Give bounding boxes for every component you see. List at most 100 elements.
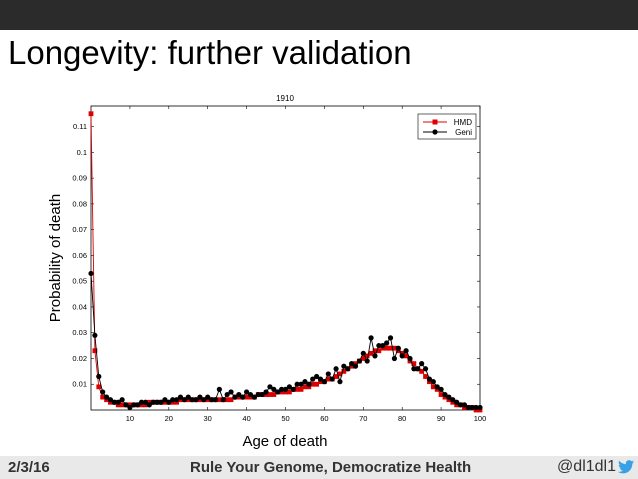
data-point-hmd [403,353,409,359]
legend-marker-hmd [432,119,438,125]
data-point-geni [240,394,246,400]
data-point-geni [442,391,448,398]
data-point-geni [158,399,164,405]
x-tick-label: 10 [126,414,134,423]
data-point-geni [131,402,137,408]
y-tick-label: 0.04 [72,302,87,311]
data-point-geni [212,397,219,403]
data-point-geni [337,379,343,385]
data-point-geni [372,353,378,359]
data-point-hmd [310,381,316,387]
y-tick-label: 0.02 [72,354,87,363]
data-point-geni [232,394,238,400]
footer-date: 2/3/16 [8,459,50,476]
footer-handle[interactable]: @dl1dl1 [557,458,616,475]
data-point-geni [380,342,386,349]
data-point-geni [216,386,222,392]
x-axis-label: Age of death [242,433,327,450]
data-point-geni [173,397,180,403]
data-point-geni [438,386,444,392]
data-point-geni [228,389,234,395]
data-point-hmd [333,374,339,379]
data-point-hmd [92,348,98,354]
data-point-geni [384,340,390,346]
x-tick-label: 40 [242,414,250,423]
data-point-geni [473,404,479,411]
data-point-hmd [216,397,222,403]
data-point-geni [399,353,405,359]
data-point-geni [244,389,250,395]
data-point-geni [465,404,471,411]
data-point-geni [376,342,382,349]
data-point-geni [138,399,145,405]
data-point-geni [251,394,257,400]
data-point-geni [236,391,242,398]
data-point-geni [224,391,230,398]
data-point-hmd [96,384,102,390]
legend-label-geni: Geni [455,128,472,137]
data-point-geni [368,335,374,341]
twitter-bird-icon [618,460,634,474]
data-point-geni [325,371,331,377]
data-point-geni [255,391,261,398]
data-point-geni [341,363,347,369]
data-point-geni [434,384,440,390]
data-point-geni [352,363,359,369]
data-point-hmd [88,111,94,117]
data-point-geni [364,358,370,364]
data-point-geni [220,397,226,403]
data-point-geni [391,355,398,362]
slide-title: Longevity: further validation [8,34,412,71]
chart: 1910 10 20 30 40 50 60 70 80 90 100 0.010.020.030… [47,94,487,450]
y-axis-label: Probability of death [47,194,64,322]
data-point-geni [88,270,94,277]
data-point-hmd [119,402,125,408]
x-tick-label: 90 [437,414,445,423]
data-point-geni [162,397,168,403]
data-point-geni [333,366,339,372]
data-point-hmd [271,392,277,397]
data-point-geni [123,402,129,408]
data-point-hmd [286,389,292,395]
x-tick-label: 30 [204,414,212,423]
data-point-geni [247,391,254,398]
data-point-hmd [294,386,300,392]
y-tick-label: 0.01 [72,380,87,389]
data-point-geni [298,381,304,387]
data-point-geni [181,397,187,403]
data-point-geni [356,358,363,364]
y-tick-label: 0.03 [72,328,87,337]
data-point-geni [419,361,425,367]
footer-title: Rule Your Genome, Democratize Health [190,459,472,476]
data-point-geni [430,379,436,385]
data-point-hmd [298,386,304,392]
x-tick-label: 70 [359,414,367,423]
data-point-hmd [438,392,444,397]
y-axis-ticks: 0.01 0.02 0.03 0.04 0.05 0.06 0.07 0.08 0.09 0.1 0… [72,122,480,389]
data-point-geni [193,397,199,403]
data-point-geni [469,404,475,411]
top-bar [0,0,638,30]
data-point-hmd [337,371,343,377]
data-point-geni [107,397,114,403]
data-point-geni [177,394,184,400]
data-point-geni [349,361,355,367]
data-point-geni [477,404,483,411]
data-point-geni [201,397,207,403]
data-point-geni [259,391,265,398]
data-point-geni [115,399,121,405]
data-point-hmd [376,348,382,354]
data-point-hmd [368,350,374,356]
data-point-hmd [267,392,273,397]
data-point-hmd [392,345,397,351]
data-point-geni [275,389,281,395]
footer-bar: 2/3/16 Rule Your Genome, Democratize Hea… [0,456,638,479]
data-point-hmd [364,353,370,359]
data-point-geni [321,379,327,385]
data-point-hmd [302,384,308,390]
data-point-geni [282,386,289,392]
data-point-geni [119,397,125,403]
x-tick-label: 100 [474,414,487,423]
data-point-hmd [419,368,425,374]
